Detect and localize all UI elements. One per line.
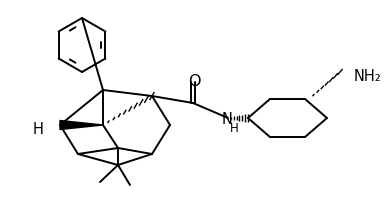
Text: N: N <box>222 111 232 126</box>
Text: O: O <box>188 74 200 89</box>
Text: H: H <box>33 123 43 137</box>
Text: H: H <box>230 122 238 135</box>
Polygon shape <box>60 121 103 130</box>
Text: NH₂: NH₂ <box>354 69 382 83</box>
